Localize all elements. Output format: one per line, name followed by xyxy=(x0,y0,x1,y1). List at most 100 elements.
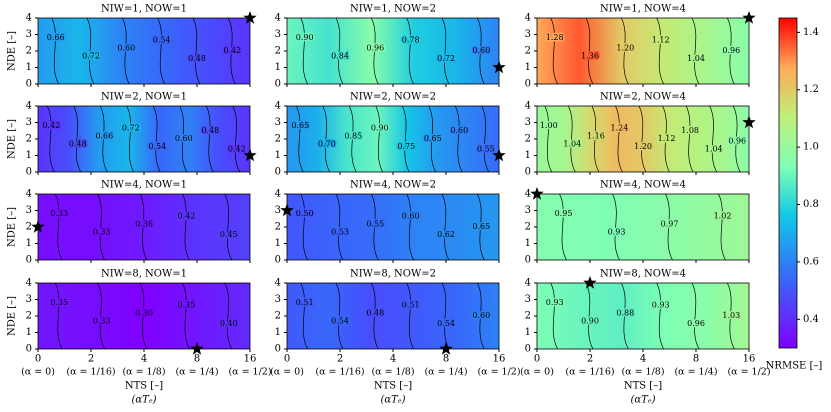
contour-line xyxy=(51,17,59,85)
x-tick-sublabel: (α = 0) xyxy=(270,367,304,378)
x-tick-sublabel: (α = 1/2) xyxy=(228,367,271,378)
x-tick-sublabel: (α = 1/4) xyxy=(424,367,467,378)
best-marker xyxy=(492,148,506,162)
contour-line xyxy=(685,105,694,173)
panel-fill xyxy=(287,18,499,84)
y-tick-label: 0 xyxy=(275,167,281,178)
best-marker xyxy=(742,115,756,129)
contour-label: 1.12 xyxy=(658,134,676,143)
x-tick-label: 8 xyxy=(693,354,699,365)
contour-label: 0.66 xyxy=(95,131,113,140)
contour-label: 0.45 xyxy=(220,230,238,239)
y-tick-label: 0 xyxy=(275,255,281,266)
contour-line xyxy=(477,17,485,85)
y-tick-label: 3 xyxy=(525,294,531,305)
colorbar-tick-label: 1.4 xyxy=(803,27,819,38)
contour-line xyxy=(550,282,558,350)
contour-label: 0.35 xyxy=(177,300,195,309)
contour-line xyxy=(406,282,414,350)
contour-line xyxy=(182,282,190,350)
x-tick-sublabel: (α = 1/8) xyxy=(371,367,414,378)
panel-title: NIW=1, NOW=1 xyxy=(101,4,187,15)
x-tick-label: 4 xyxy=(640,354,646,365)
contour-line xyxy=(615,105,623,173)
contour-line xyxy=(691,282,700,350)
contour-line xyxy=(232,105,241,173)
panel-title: NIW=1, NOW=2 xyxy=(350,4,436,15)
contour-label: 0.96 xyxy=(366,43,384,52)
contour-label: 0.54 xyxy=(331,316,349,325)
x-tick-sublabel: (α = 0) xyxy=(520,367,554,378)
x-tick-label: 2 xyxy=(337,354,343,365)
contour-line xyxy=(691,17,700,85)
contour-label: 0.51 xyxy=(296,298,314,307)
y-tick-label: 0 xyxy=(525,255,531,266)
y-tick-label: 4 xyxy=(26,13,32,24)
x-tick-label: 8 xyxy=(194,354,200,365)
best-marker xyxy=(742,11,756,24)
contour-line xyxy=(371,193,379,261)
y-axis-label: NDE [–] xyxy=(7,207,18,247)
contour-line xyxy=(335,282,344,350)
x-tick-label: 8 xyxy=(443,354,449,365)
x-tick-sublabel: (α = 1/2) xyxy=(727,367,770,378)
contour-label: 0.54 xyxy=(148,142,166,151)
contour-label: 0.33 xyxy=(93,316,111,325)
x-tick-label: 0 xyxy=(284,354,290,365)
contour-label: 0.93 xyxy=(608,227,626,236)
contour-label: 0.96 xyxy=(728,137,746,146)
contour-line xyxy=(335,17,344,85)
best-marker xyxy=(243,148,257,162)
x-tick-label: 4 xyxy=(141,354,147,365)
y-tick-label: 2 xyxy=(275,311,281,322)
best-marker xyxy=(583,276,597,289)
y-tick-label: 0 xyxy=(26,79,32,90)
y-tick-label: 0 xyxy=(26,167,32,178)
contour-line xyxy=(477,193,485,261)
contour-line xyxy=(727,17,735,85)
contour-label: 1.02 xyxy=(714,211,732,220)
contour-label: 1.04 xyxy=(687,54,705,63)
y-tick-label: 1 xyxy=(275,150,281,161)
y-tick-label: 2 xyxy=(525,134,531,145)
contour-line xyxy=(656,17,664,85)
contour-label: 0.93 xyxy=(546,298,564,307)
y-axis-label: NDE [–] xyxy=(7,296,18,336)
contour-label: 0.95 xyxy=(555,209,573,218)
contour-line xyxy=(46,105,55,173)
y-tick-label: 2 xyxy=(525,46,531,57)
contour-label: 0.72 xyxy=(437,54,455,63)
contour-label: 1.28 xyxy=(546,33,564,42)
contour-label: 0.48 xyxy=(188,54,206,63)
panel-title: NIW=1, NOW=4 xyxy=(600,4,686,15)
contour-label: 0.60 xyxy=(450,126,468,135)
panel-title: NIW=8, NOW=2 xyxy=(350,269,436,280)
contour-line xyxy=(97,282,105,350)
x-tick-sublabel: (α = 1/16) xyxy=(565,367,614,378)
y-tick-label: 1 xyxy=(525,238,531,249)
panel-fill xyxy=(38,194,250,260)
x-tick-sublabel: (α = 1/16) xyxy=(66,367,115,378)
contour-label: 0.90 xyxy=(581,316,599,325)
contour-label: 0.65 xyxy=(472,222,490,231)
contour-line xyxy=(322,105,331,173)
x-axis-label: NTS [–] xyxy=(374,381,412,392)
contour-label: 0.48 xyxy=(201,126,219,135)
contour-label: 0.62 xyxy=(437,230,455,239)
contour-label: 0.65 xyxy=(424,134,442,143)
best-marker xyxy=(243,11,257,24)
y-tick-label: 0 xyxy=(525,167,531,178)
y-tick-label: 4 xyxy=(525,278,531,289)
contour-line xyxy=(585,282,594,350)
contour-label: 0.48 xyxy=(69,139,87,148)
contour-line xyxy=(559,193,567,261)
contour-line xyxy=(126,105,135,173)
contour-line xyxy=(182,193,190,261)
contour-label: 0.60 xyxy=(472,311,490,320)
contour-label: 0.84 xyxy=(331,51,349,60)
contour-line xyxy=(656,282,664,350)
contour-label: 1.20 xyxy=(634,142,652,151)
contour-line xyxy=(481,105,490,173)
contour-label: 0.60 xyxy=(175,134,193,143)
